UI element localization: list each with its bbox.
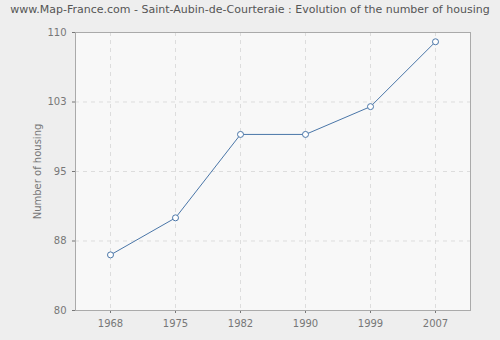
- svg-text:80: 80: [54, 305, 67, 316]
- svg-text:88: 88: [54, 235, 67, 246]
- svg-text:1982: 1982: [228, 318, 253, 329]
- html-text:www.Map-France.com - Saint-Aub: www.Map-France.com - Saint-Aubin-de-Cour…: [10, 3, 490, 16]
- svg-text:1999: 1999: [358, 318, 383, 329]
- svg-text:1968: 1968: [98, 318, 123, 329]
- svg-text:95: 95: [54, 166, 67, 177]
- svg-text:2007: 2007: [423, 318, 448, 329]
- svg-text:1975: 1975: [163, 318, 188, 329]
- svg-text:Number of housing: Number of housing: [32, 124, 43, 220]
- svg-text:1990: 1990: [293, 318, 318, 329]
- svg-text:110: 110: [47, 27, 66, 38]
- svg-text:103: 103: [47, 96, 66, 107]
